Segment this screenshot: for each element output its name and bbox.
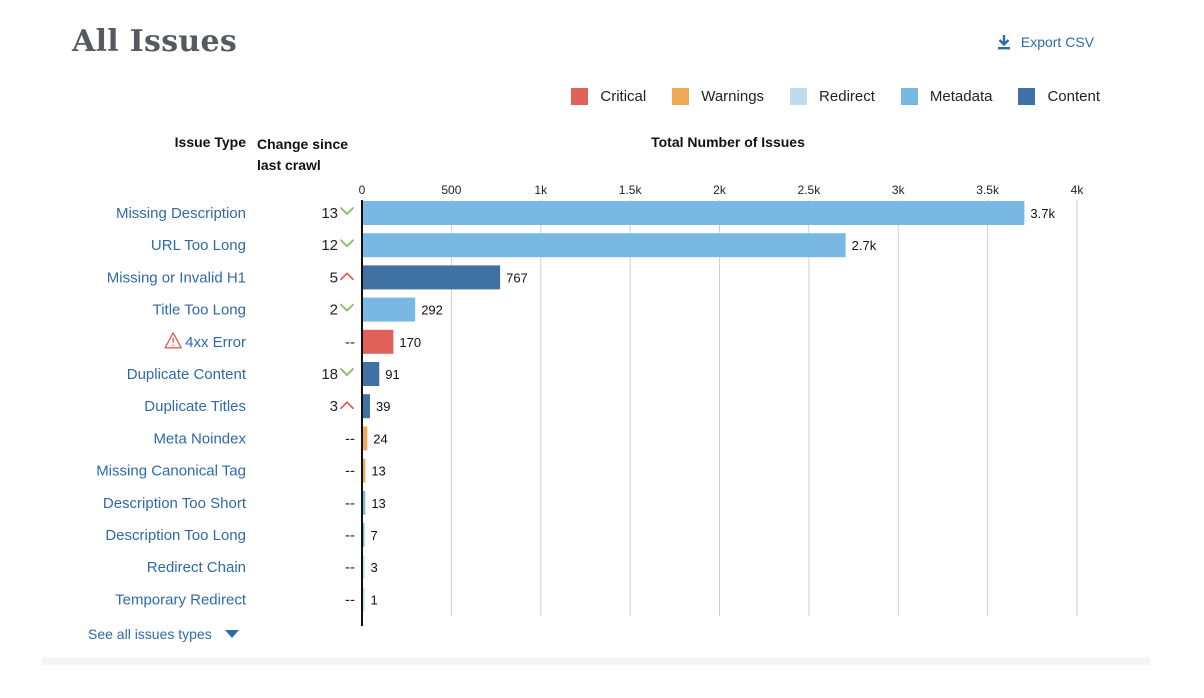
bar xyxy=(363,265,501,290)
change-value: -- xyxy=(345,495,355,512)
bar xyxy=(363,329,394,354)
legend-swatch xyxy=(672,88,690,105)
x-tick-label: 3k xyxy=(892,183,906,197)
change-value: 12 xyxy=(321,237,338,254)
change-value: -- xyxy=(345,591,355,608)
footer-strip xyxy=(42,657,1150,665)
legend-item-content: Content xyxy=(1018,88,1100,105)
bar-value-label: 292 xyxy=(421,303,443,318)
legend-item-redirect: Redirect xyxy=(790,88,875,105)
legend-swatch xyxy=(900,88,918,105)
change-value: -- xyxy=(345,430,355,447)
change-value: 3 xyxy=(330,398,338,415)
legend-label: Critical xyxy=(600,88,647,105)
change-value: -- xyxy=(345,559,355,576)
bar xyxy=(363,394,370,419)
warning-icon-triangle xyxy=(164,332,182,349)
bar-value-label: 170 xyxy=(399,335,421,350)
chart-legend: Critical Warnings Redirect Metadata Content xyxy=(571,88,1100,105)
legend-label: Content xyxy=(1047,88,1100,105)
bar-value-label: 1 xyxy=(371,592,378,607)
bar xyxy=(363,201,1025,225)
x-tick-label: 0 xyxy=(359,183,366,197)
legend-swatch xyxy=(571,88,589,105)
x-tick-label: 2.5k xyxy=(798,183,822,197)
bar xyxy=(363,587,365,612)
see-all-issues-label: See all issues types xyxy=(88,626,212,642)
export-csv-label: Export CSV xyxy=(1020,34,1094,50)
change-value: -- xyxy=(345,527,355,544)
change-since-last-crawl-header: Change since last crawl xyxy=(257,136,349,173)
x-tick-label: 1k xyxy=(534,183,548,197)
trend-down-icon xyxy=(340,368,354,376)
issue-type-link[interactable]: Redirect Chain xyxy=(147,559,246,576)
trend-down-icon xyxy=(340,239,354,248)
bar xyxy=(363,458,366,483)
change-value: -- xyxy=(345,463,355,480)
x-tick-label: 500 xyxy=(441,183,461,197)
caret-down-icon xyxy=(224,630,239,638)
legend-label: Metadata xyxy=(929,88,993,105)
bar-value-label: 24 xyxy=(373,431,387,446)
trend-up-icon xyxy=(340,401,354,410)
legend-item-critical: Critical xyxy=(571,88,646,105)
issue-type-link[interactable]: Title Too Long xyxy=(153,302,246,319)
legend-label: Warnings xyxy=(701,88,765,105)
issue-type-link[interactable]: Missing or Invalid H1 xyxy=(107,269,246,286)
x-tick-label: 3.5k xyxy=(976,183,1000,197)
export-csv-button[interactable]: Export CSV xyxy=(997,34,1094,50)
legend-label: Redirect xyxy=(819,88,875,105)
change-value: 5 xyxy=(330,269,338,286)
bar-value-label: 13 xyxy=(371,464,385,479)
legend-swatch xyxy=(790,88,808,105)
x-tick-label: 1.5k xyxy=(619,183,643,197)
issue-type-link[interactable]: 4xx Error xyxy=(185,334,246,351)
legend-swatch xyxy=(1018,88,1036,105)
bar xyxy=(363,233,846,258)
issue-type-header: Issue Type xyxy=(174,134,246,150)
see-all-issues-button[interactable]: See all issues types xyxy=(88,626,240,642)
issue-type-link[interactable]: Duplicate Titles xyxy=(144,398,246,415)
bar-value-label: 7 xyxy=(371,528,378,543)
bar-value-label: 13 xyxy=(371,496,385,511)
change-value: 18 xyxy=(321,366,338,383)
issue-type-link[interactable]: Description Too Short xyxy=(103,495,247,512)
page-title: All Issues xyxy=(72,24,238,59)
trend-down-icon xyxy=(340,207,354,215)
issue-type-link[interactable]: Duplicate Content xyxy=(127,366,247,383)
legend-item-warnings: Warnings xyxy=(672,88,764,105)
total-issues-header: Total Number of Issues xyxy=(651,134,805,150)
issue-type-link[interactable]: Temporary Redirect xyxy=(115,591,247,608)
bar-value-label: 3 xyxy=(371,560,378,575)
trend-down-icon xyxy=(340,303,354,312)
bar-value-label: 91 xyxy=(385,367,399,382)
bar-value-label: 2.7k xyxy=(852,238,877,253)
change-value: 13 xyxy=(321,205,338,222)
issue-type-link[interactable]: Missing Description xyxy=(116,205,246,222)
bar xyxy=(363,297,416,322)
bar xyxy=(363,490,366,515)
bar-value-label: 767 xyxy=(506,270,528,285)
bar-value-label: 3.7k xyxy=(1030,206,1055,221)
legend-item-metadata: Metadata xyxy=(900,88,993,105)
bar-value-label: 39 xyxy=(376,399,390,414)
issue-type-link[interactable]: Description Too Long xyxy=(105,527,246,544)
bar xyxy=(363,426,368,451)
issue-type-link[interactable]: Missing Canonical Tag xyxy=(96,463,246,480)
download-icon xyxy=(997,35,1010,50)
x-tick-label: 2k xyxy=(713,183,727,197)
change-value: -- xyxy=(345,334,355,351)
bar xyxy=(363,523,365,547)
x-tick-label: 4k xyxy=(1071,183,1085,197)
issue-type-link[interactable]: URL Too Long xyxy=(151,237,246,254)
trend-up-icon xyxy=(340,272,354,281)
bar xyxy=(363,555,365,580)
warning-icon xyxy=(164,332,182,349)
change-value: 2 xyxy=(330,302,338,319)
issue-type-link[interactable]: Meta Noindex xyxy=(153,430,246,447)
bar xyxy=(363,362,380,386)
